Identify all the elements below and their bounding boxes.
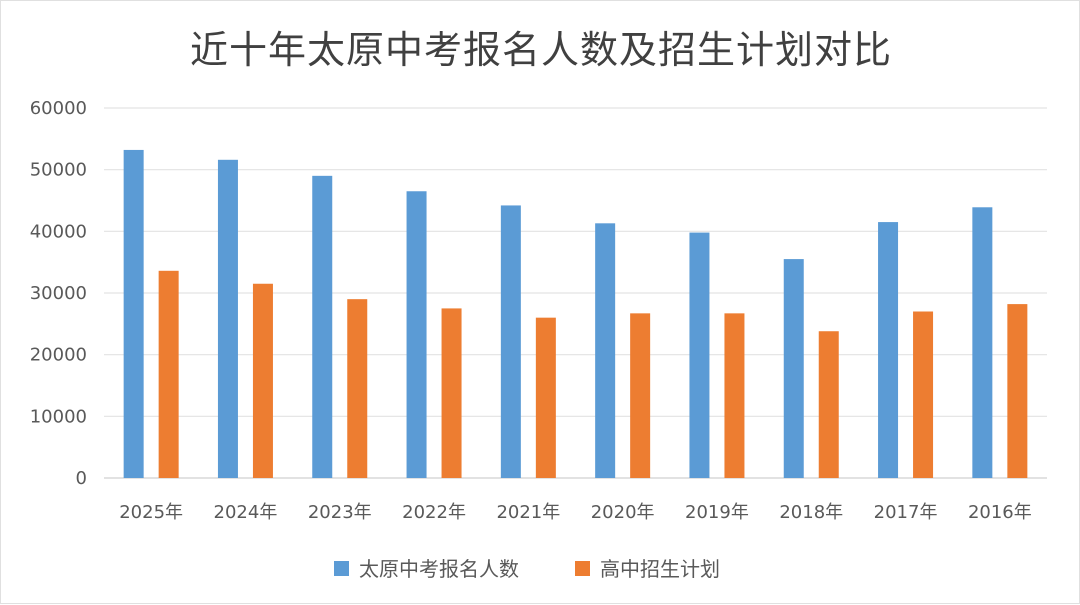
bar-registrants	[312, 175, 333, 479]
bar-enrollment-plan	[441, 308, 462, 478]
bar-registrants	[972, 207, 993, 479]
x-tick-label: 2019年	[685, 502, 749, 523]
bar-enrollment-plan	[630, 313, 651, 478]
bar-registrants	[406, 191, 427, 478]
x-tick-label: 2024年	[214, 502, 278, 523]
x-tick-label: 2023年	[308, 502, 372, 523]
legend-swatch	[334, 561, 349, 576]
x-tick-label: 2020年	[591, 502, 655, 523]
x-tick-label: 2022年	[402, 502, 466, 523]
legend-label: 高中招生计划	[600, 557, 720, 581]
x-tick-label: 2017年	[874, 502, 938, 523]
legend-label: 太原中考报名人数	[359, 557, 519, 581]
x-tick-label: 2021年	[496, 502, 560, 523]
bar-enrollment-plan	[158, 270, 179, 478]
x-tick-label: 2025年	[119, 502, 183, 523]
bar-registrants	[689, 232, 710, 478]
x-tick-label: 2016年	[968, 502, 1032, 523]
x-tick-label: 2018年	[779, 502, 843, 523]
chart-title: 近十年太原中考报名人数及招生计划对比	[189, 28, 892, 72]
y-tick-label: 40000	[30, 221, 87, 242]
y-tick-label: 60000	[30, 98, 87, 119]
bar-enrollment-plan	[1007, 304, 1028, 478]
bar-registrants	[783, 259, 804, 478]
bar-registrants	[500, 205, 521, 478]
bar-enrollment-plan	[347, 299, 368, 478]
y-tick-label: 10000	[30, 406, 87, 427]
bar-enrollment-plan	[724, 313, 745, 478]
y-tick-label: 30000	[30, 283, 87, 304]
bar-registrants	[123, 149, 144, 478]
bar-registrants	[217, 159, 238, 479]
y-tick-label: 20000	[30, 345, 87, 366]
y-tick-label: 50000	[30, 160, 87, 181]
legend-swatch	[575, 561, 590, 576]
bar-enrollment-plan	[818, 331, 839, 478]
bar-enrollment-plan	[252, 283, 273, 478]
bar-registrants	[595, 223, 616, 478]
y-tick-label: 0	[76, 468, 87, 489]
bar-enrollment-plan	[913, 311, 934, 478]
bar-registrants	[878, 222, 899, 478]
bar-enrollment-plan	[535, 317, 556, 478]
